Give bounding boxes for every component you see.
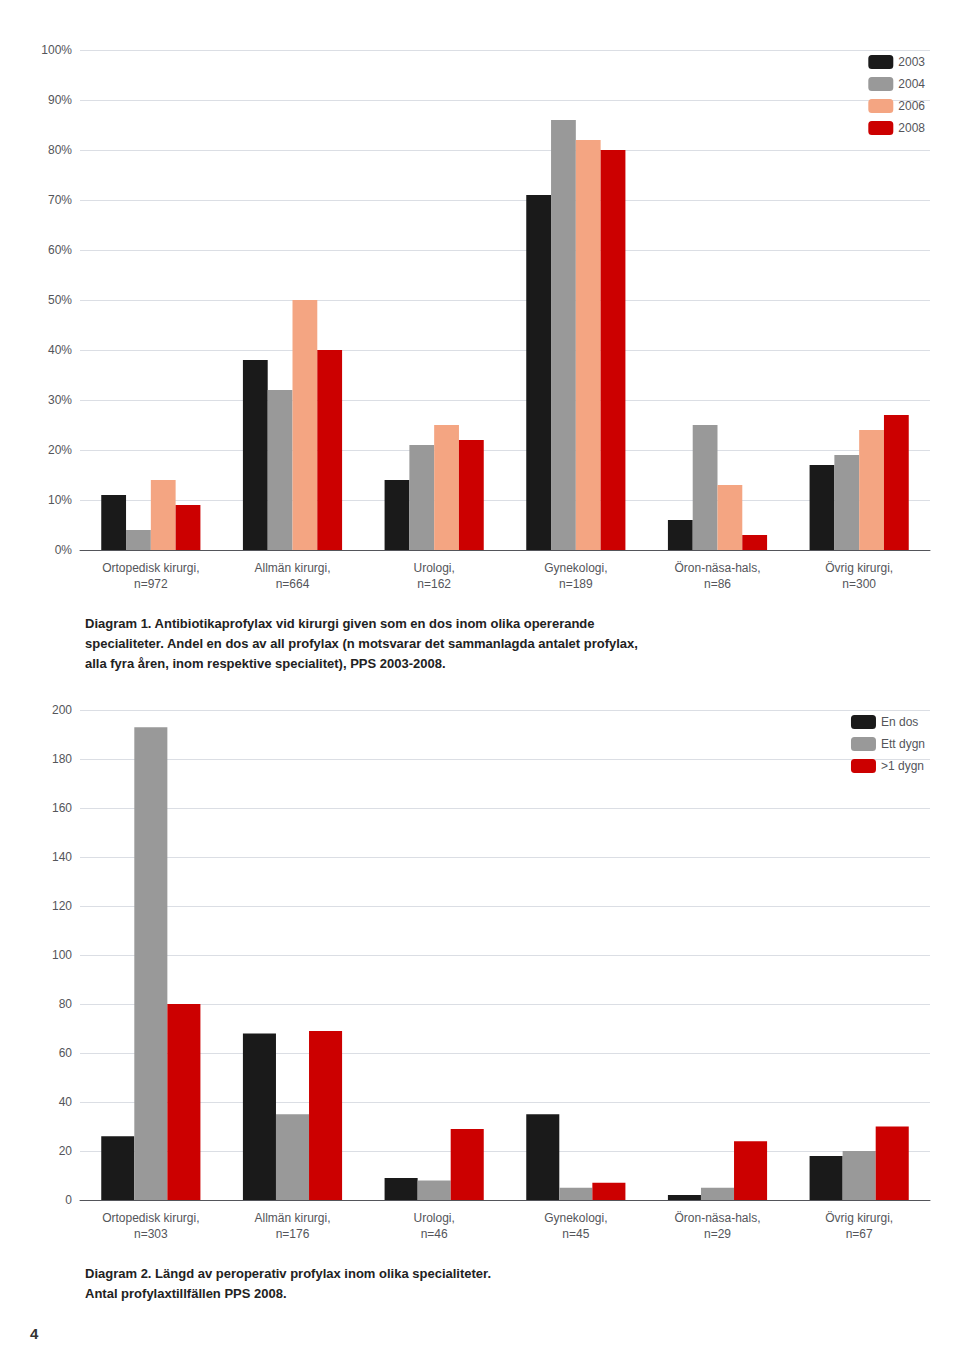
svg-text:0%: 0%: [55, 543, 73, 557]
svg-text:100%: 100%: [41, 43, 72, 57]
svg-text:n=303: n=303: [134, 1227, 168, 1241]
svg-text:140: 140: [52, 850, 72, 864]
svg-text:n=972: n=972: [134, 577, 168, 591]
svg-text:0: 0: [65, 1193, 72, 1207]
svg-text:Ett dygn: Ett dygn: [881, 737, 925, 751]
svg-text:70%: 70%: [48, 193, 72, 207]
svg-text:60%: 60%: [48, 243, 72, 257]
svg-text:n=86: n=86: [704, 577, 731, 591]
svg-text:40%: 40%: [48, 343, 72, 357]
svg-text:50%: 50%: [48, 293, 72, 307]
svg-text:alla fyra åren, inom respektiv: alla fyra åren, inom respektive speciali…: [85, 656, 446, 671]
svg-text:n=162: n=162: [417, 577, 451, 591]
svg-text:2004: 2004: [898, 77, 925, 91]
svg-text:80: 80: [59, 997, 73, 1011]
svg-text:Urologi,: Urologi,: [413, 1211, 454, 1225]
svg-text:20%: 20%: [48, 443, 72, 457]
svg-text:En dos: En dos: [881, 715, 918, 729]
svg-text:Diagram 2. Längd av peroperati: Diagram 2. Längd av peroperativ profylax…: [85, 1266, 491, 1281]
svg-text:160: 160: [52, 801, 72, 815]
svg-text:Urologi,: Urologi,: [413, 561, 454, 575]
svg-text:60: 60: [59, 1046, 73, 1060]
svg-text:Diagram 1. Antibiotikaprofylax: Diagram 1. Antibiotikaprofylax vid kirur…: [85, 616, 595, 631]
svg-text:200: 200: [52, 703, 72, 717]
svg-text:40: 40: [59, 1095, 73, 1109]
svg-text:n=189: n=189: [559, 577, 593, 591]
svg-text:100: 100: [52, 948, 72, 962]
svg-text:2006: 2006: [898, 99, 925, 113]
svg-text:Övrig kirurgi,: Övrig kirurgi,: [825, 1211, 893, 1225]
svg-text:n=45: n=45: [562, 1227, 589, 1241]
svg-text:Gynekologi,: Gynekologi,: [544, 561, 607, 575]
svg-text:>1 dygn: >1 dygn: [881, 759, 924, 773]
svg-text:Allmän kirurgi,: Allmän kirurgi,: [254, 1211, 330, 1225]
svg-text:10%: 10%: [48, 493, 72, 507]
svg-text:Ortopedisk kirurgi,: Ortopedisk kirurgi,: [102, 561, 199, 575]
svg-text:Öron-näsa-hals,: Öron-näsa-hals,: [674, 1211, 760, 1225]
svg-text:n=664: n=664: [276, 577, 310, 591]
svg-text:Antal profylaxtillfällen PPS 2: Antal profylaxtillfällen PPS 2008.: [85, 1286, 287, 1301]
svg-text:180: 180: [52, 752, 72, 766]
svg-text:4: 4: [30, 1325, 39, 1342]
svg-text:2008: 2008: [898, 121, 925, 135]
svg-text:n=300: n=300: [842, 577, 876, 591]
svg-text:90%: 90%: [48, 93, 72, 107]
svg-text:n=67: n=67: [846, 1227, 873, 1241]
svg-text:n=29: n=29: [704, 1227, 731, 1241]
svg-text:2003: 2003: [898, 55, 925, 69]
svg-text:specialiteter. Andel en dos av: specialiteter. Andel en dos av all profy…: [85, 636, 638, 651]
svg-text:Gynekologi,: Gynekologi,: [544, 1211, 607, 1225]
svg-text:Ortopedisk kirurgi,: Ortopedisk kirurgi,: [102, 1211, 199, 1225]
svg-text:Allmän kirurgi,: Allmän kirurgi,: [254, 561, 330, 575]
svg-text:20: 20: [59, 1144, 73, 1158]
svg-text:80%: 80%: [48, 143, 72, 157]
svg-text:n=176: n=176: [276, 1227, 310, 1241]
svg-text:n=46: n=46: [421, 1227, 448, 1241]
svg-text:Öron-näsa-hals,: Öron-näsa-hals,: [674, 561, 760, 575]
svg-text:30%: 30%: [48, 393, 72, 407]
svg-text:120: 120: [52, 899, 72, 913]
svg-text:Övrig kirurgi,: Övrig kirurgi,: [825, 561, 893, 575]
